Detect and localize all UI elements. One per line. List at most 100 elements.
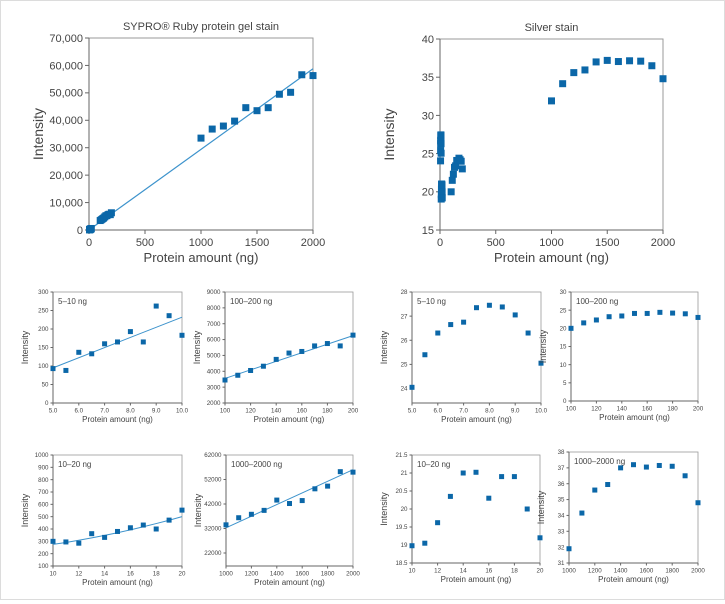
data-point [350,332,356,338]
y-tick-label: 50,000 [49,88,83,100]
chart-silver-10-20: 10 12 14 16 18 20 18.5 19 19.5 20 20.5 21 21.5 Protei… [379,452,544,584]
y-tick-label: 0 [77,225,83,237]
y-tick-label: 1000 [35,452,49,459]
data-point [579,510,585,516]
y-tick-label: 5000 [207,353,221,360]
data-point [309,72,317,80]
x-tick-label: 8.0 [485,408,494,415]
data-point [299,498,305,504]
y-axis-label: Intensity [193,493,203,527]
x-tick-label: 10.0 [176,408,189,415]
data-point [593,317,599,323]
data-point [657,309,663,315]
y-tick-label: 19.5 [395,524,408,531]
data-point [524,506,530,512]
y-tick-label: 20 [401,506,408,513]
y-axis-label: Intensity [192,330,202,364]
y-tick-label: 4000 [207,368,221,375]
data-point [644,310,650,316]
x-tick-label: 12 [434,568,441,575]
fit-line [88,68,314,231]
y-tick-label: 32000 [204,526,222,533]
data-point [223,522,229,528]
data-point [461,319,467,325]
plot-frame [88,37,314,231]
range-label: 1000–2000 ng [231,460,282,469]
data-point [76,349,82,355]
y-axis-label: Intensity [20,493,30,527]
data-point [682,473,688,479]
data-point [253,107,261,115]
x-tick-label: 180 [322,408,333,415]
data-point [260,363,266,369]
y-tick-label: 37 [558,465,565,472]
x-tick-label: 120 [591,406,602,413]
x-tick-label: 8.0 [126,408,135,415]
y-tick-label: 2000 [207,400,221,407]
data-point [695,314,701,320]
x-tick-label: 12 [75,571,82,578]
chart-sypro-10-20: 10 12 14 16 18 20 100 200 300 400 500 600 700 800 900 1… [20,452,186,587]
y-tick-label: 200 [38,551,49,558]
data-point [437,134,445,142]
y-tick-label: 0 [45,400,49,407]
x-tick-label: 140 [617,406,628,413]
data-point [656,462,662,468]
x-axis-label: Protein amount (ng) [598,575,669,584]
x-tick-label: 7.0 [459,408,468,415]
x-tick-label: 500 [136,237,154,249]
y-axis-label: Intensity [381,108,397,160]
data-point [286,350,292,356]
data-point [486,302,492,308]
data-point [140,522,146,528]
data-point [287,501,292,507]
y-axis-label: Intensity [536,490,546,524]
data-point [63,539,69,545]
x-axis-label: Protein amount (ng) [254,578,325,587]
x-tick-label: 1000 [539,237,563,249]
data-point [274,497,280,503]
data-point [438,194,446,202]
data-point [422,540,428,546]
y-tick-label: 42000 [204,501,222,508]
y-tick-label: 40 [422,34,434,46]
y-tick-label: 3000 [207,384,221,391]
data-point [437,157,445,165]
data-point [219,122,227,130]
data-point [499,304,505,310]
data-point [648,62,656,70]
plot-frame [568,451,699,564]
data-point [619,313,625,319]
x-tick-label: 1800 [321,571,335,578]
range-label: 100–200 ng [576,297,618,306]
x-tick-label: 1500 [595,237,619,249]
y-tick-label: 500 [38,514,49,521]
x-tick-label: 200 [693,406,704,413]
data-point [437,149,445,157]
y-tick-label: 100 [38,363,49,370]
y-axis-label: Intensity [379,330,389,364]
data-point [659,75,667,83]
chart-title: Silver stain [525,22,579,34]
range-label: 5–10 ng [58,297,87,306]
x-tick-label: 120 [245,408,256,415]
x-tick-label: 5.0 [49,408,58,415]
x-axis-label: Protein amount (ng) [82,415,153,424]
x-tick-label: 500 [487,237,505,249]
data-point [670,310,676,316]
data-point [102,534,108,540]
x-tick-label: 1000 [189,237,213,249]
data-point [63,367,69,373]
data-point [570,69,578,77]
data-point [127,329,133,335]
y-tick-label: 27 [401,313,408,320]
data-point [435,330,441,336]
x-tick-label: 160 [642,406,653,413]
data-point [107,209,115,217]
x-axis-label: Protein amount (ng) [82,578,153,587]
data-point [87,224,95,232]
y-tick-label: 38 [558,449,565,456]
y-tick-label: 25 [560,307,567,314]
data-point [568,325,574,331]
